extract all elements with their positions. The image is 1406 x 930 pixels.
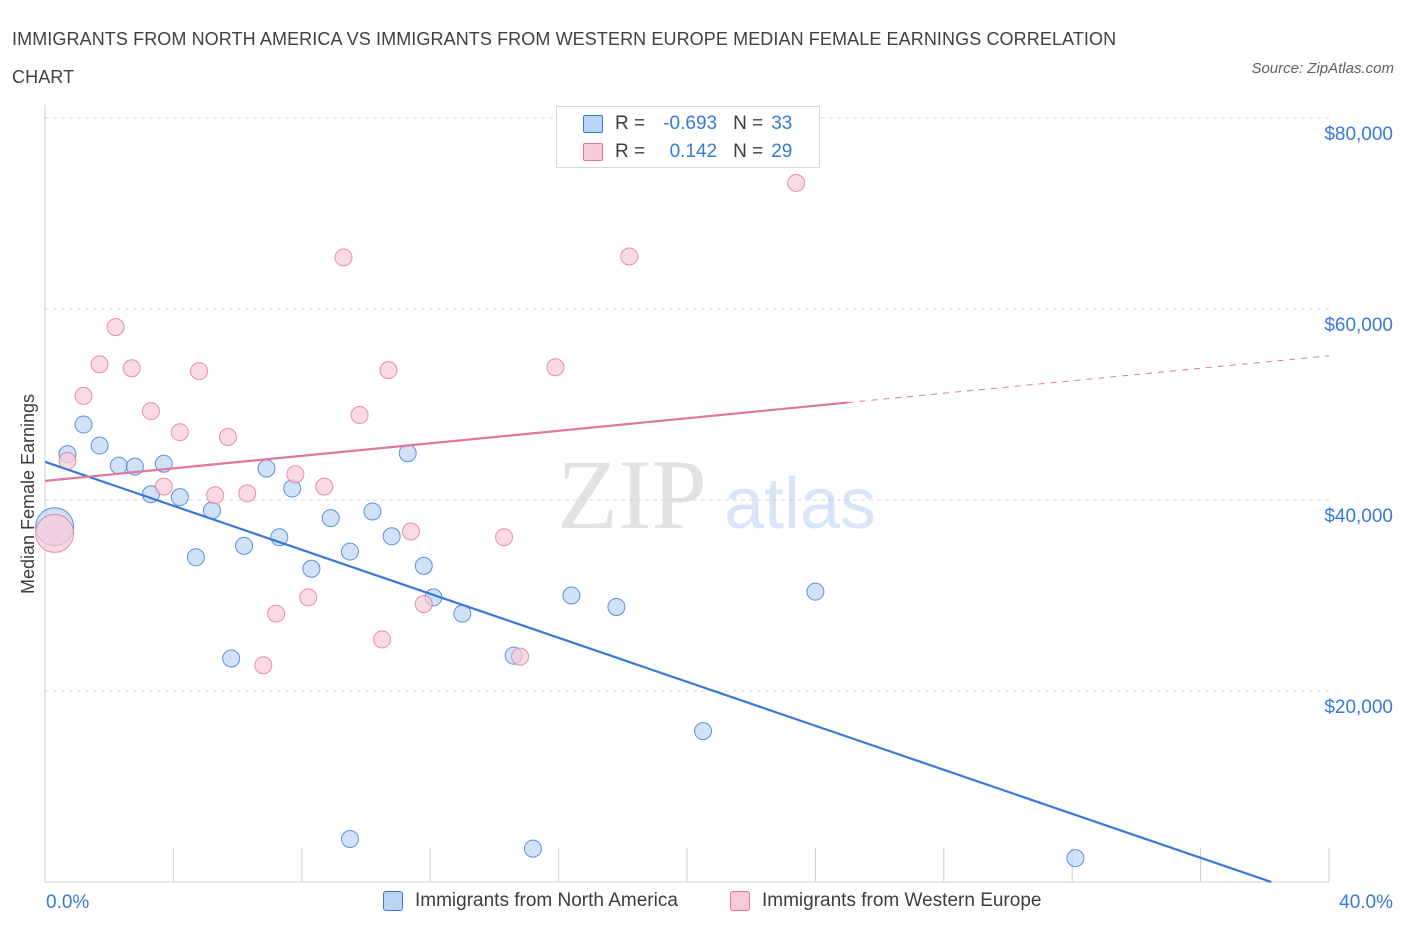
point-western-europe: [299, 588, 318, 607]
point-western-europe: [373, 630, 392, 649]
point-western-europe: [190, 362, 209, 381]
legend-row-western-europe: R = 0.142 N = 29: [583, 140, 792, 164]
y-axis-title: Median Female Earnings: [18, 394, 38, 594]
point-north-america: [222, 649, 241, 668]
point-north-america: [170, 488, 189, 507]
point-north-america: [90, 436, 109, 455]
point-western-europe: [495, 528, 514, 547]
point-north-america: [321, 509, 340, 528]
point-north-america: [562, 586, 581, 605]
legend-n-label: N =: [733, 113, 764, 134]
trendline-north-america: [44, 460, 1272, 884]
point-western-europe: [74, 386, 93, 405]
legend-row-north-america: R = -0.693 N = 33: [583, 112, 792, 136]
point-western-europe: [350, 406, 369, 425]
trendline-western-europe: [44, 401, 848, 482]
y-tick-label: $60,000: [1324, 315, 1393, 336]
x-tick-label: 40.0%: [1339, 892, 1393, 913]
legend-r-value: 0.142: [669, 141, 718, 162]
points-layer: [35, 173, 1085, 868]
legend-item-north-america: Immigrants from North America: [383, 890, 678, 912]
point-western-europe: [286, 465, 305, 484]
y-tick-label: $20,000: [1324, 697, 1393, 718]
point-north-america: [607, 597, 626, 616]
trend-layer: [44, 355, 1330, 884]
point-north-america: [235, 536, 254, 555]
legend-swatch-blue: [583, 115, 603, 133]
point-western-europe: [620, 247, 639, 266]
y-tick-label: $80,000: [1324, 124, 1393, 145]
legend-swatch-pink: [583, 143, 603, 161]
legend-item-western-europe: Immigrants from Western Europe: [730, 890, 1041, 912]
point-western-europe: [218, 427, 237, 446]
point-western-europe: [90, 355, 109, 374]
legend-swatch-pink: [730, 891, 750, 911]
legend-n-value: 29: [771, 141, 793, 162]
chart-title: IMMIGRANTS FROM NORTH AMERICA VS IMMIGRA…: [12, 29, 1117, 87]
watermark: ZIP atlas: [557, 439, 876, 550]
point-north-america: [806, 582, 825, 601]
point-north-america: [340, 542, 359, 561]
point-western-europe: [106, 318, 125, 337]
legend-label-north-america: Immigrants from North America: [415, 890, 678, 911]
point-north-america: [74, 415, 93, 434]
legend-swatch-blue: [383, 891, 403, 911]
legend-label-western-europe: Immigrants from Western Europe: [762, 890, 1042, 911]
point-north-america: [523, 839, 542, 858]
point-north-america: [109, 456, 128, 475]
point-western-europe: [401, 522, 420, 541]
point-western-europe: [238, 484, 257, 503]
point-north-america: [1066, 849, 1085, 868]
point-western-europe: [267, 604, 286, 623]
point-western-europe: [35, 513, 75, 553]
correlation-legend: R = -0.693 N = 33 R = 0.142 N = 29: [556, 106, 820, 168]
point-western-europe: [315, 477, 334, 496]
legend-r-label: R =: [615, 141, 646, 162]
legend-n-value: 33: [771, 113, 793, 134]
point-north-america: [340, 830, 359, 849]
legend-r-label: R =: [615, 113, 646, 134]
point-western-europe: [546, 358, 565, 377]
grid-layer: [45, 117, 1329, 692]
watermark-zip: ZIP: [557, 439, 707, 550]
point-western-europe: [787, 173, 806, 192]
point-western-europe: [170, 423, 189, 442]
point-western-europe: [122, 359, 141, 378]
trendline-western-europe-extension: [847, 355, 1330, 404]
label-layer: $20,000 $40,000 $60,000 $80,000 0.0% 40.0% Med…: [18, 124, 1393, 913]
point-western-europe: [379, 361, 398, 380]
point-north-america: [257, 459, 276, 478]
point-western-europe: [334, 248, 353, 267]
x-tick-label: 0.0%: [46, 892, 89, 913]
point-western-europe: [141, 402, 160, 421]
point-western-europe: [414, 595, 433, 614]
point-western-europe: [206, 486, 225, 505]
point-western-europe: [154, 477, 173, 496]
source-label: Source: ZipAtlas.com: [1251, 60, 1394, 77]
point-north-america: [398, 444, 417, 463]
point-western-europe: [511, 647, 530, 666]
legend-r-value: -0.693: [663, 113, 718, 134]
point-north-america: [382, 527, 401, 546]
point-north-america: [186, 548, 205, 567]
point-north-america: [302, 559, 321, 578]
point-western-europe: [254, 656, 273, 675]
watermark-atlas: atlas: [724, 464, 876, 544]
point-north-america: [363, 502, 382, 521]
point-north-america: [694, 722, 713, 741]
legend-n-label: N =: [733, 141, 764, 162]
point-north-america: [414, 556, 433, 575]
y-tick-label: $40,000: [1324, 506, 1393, 527]
